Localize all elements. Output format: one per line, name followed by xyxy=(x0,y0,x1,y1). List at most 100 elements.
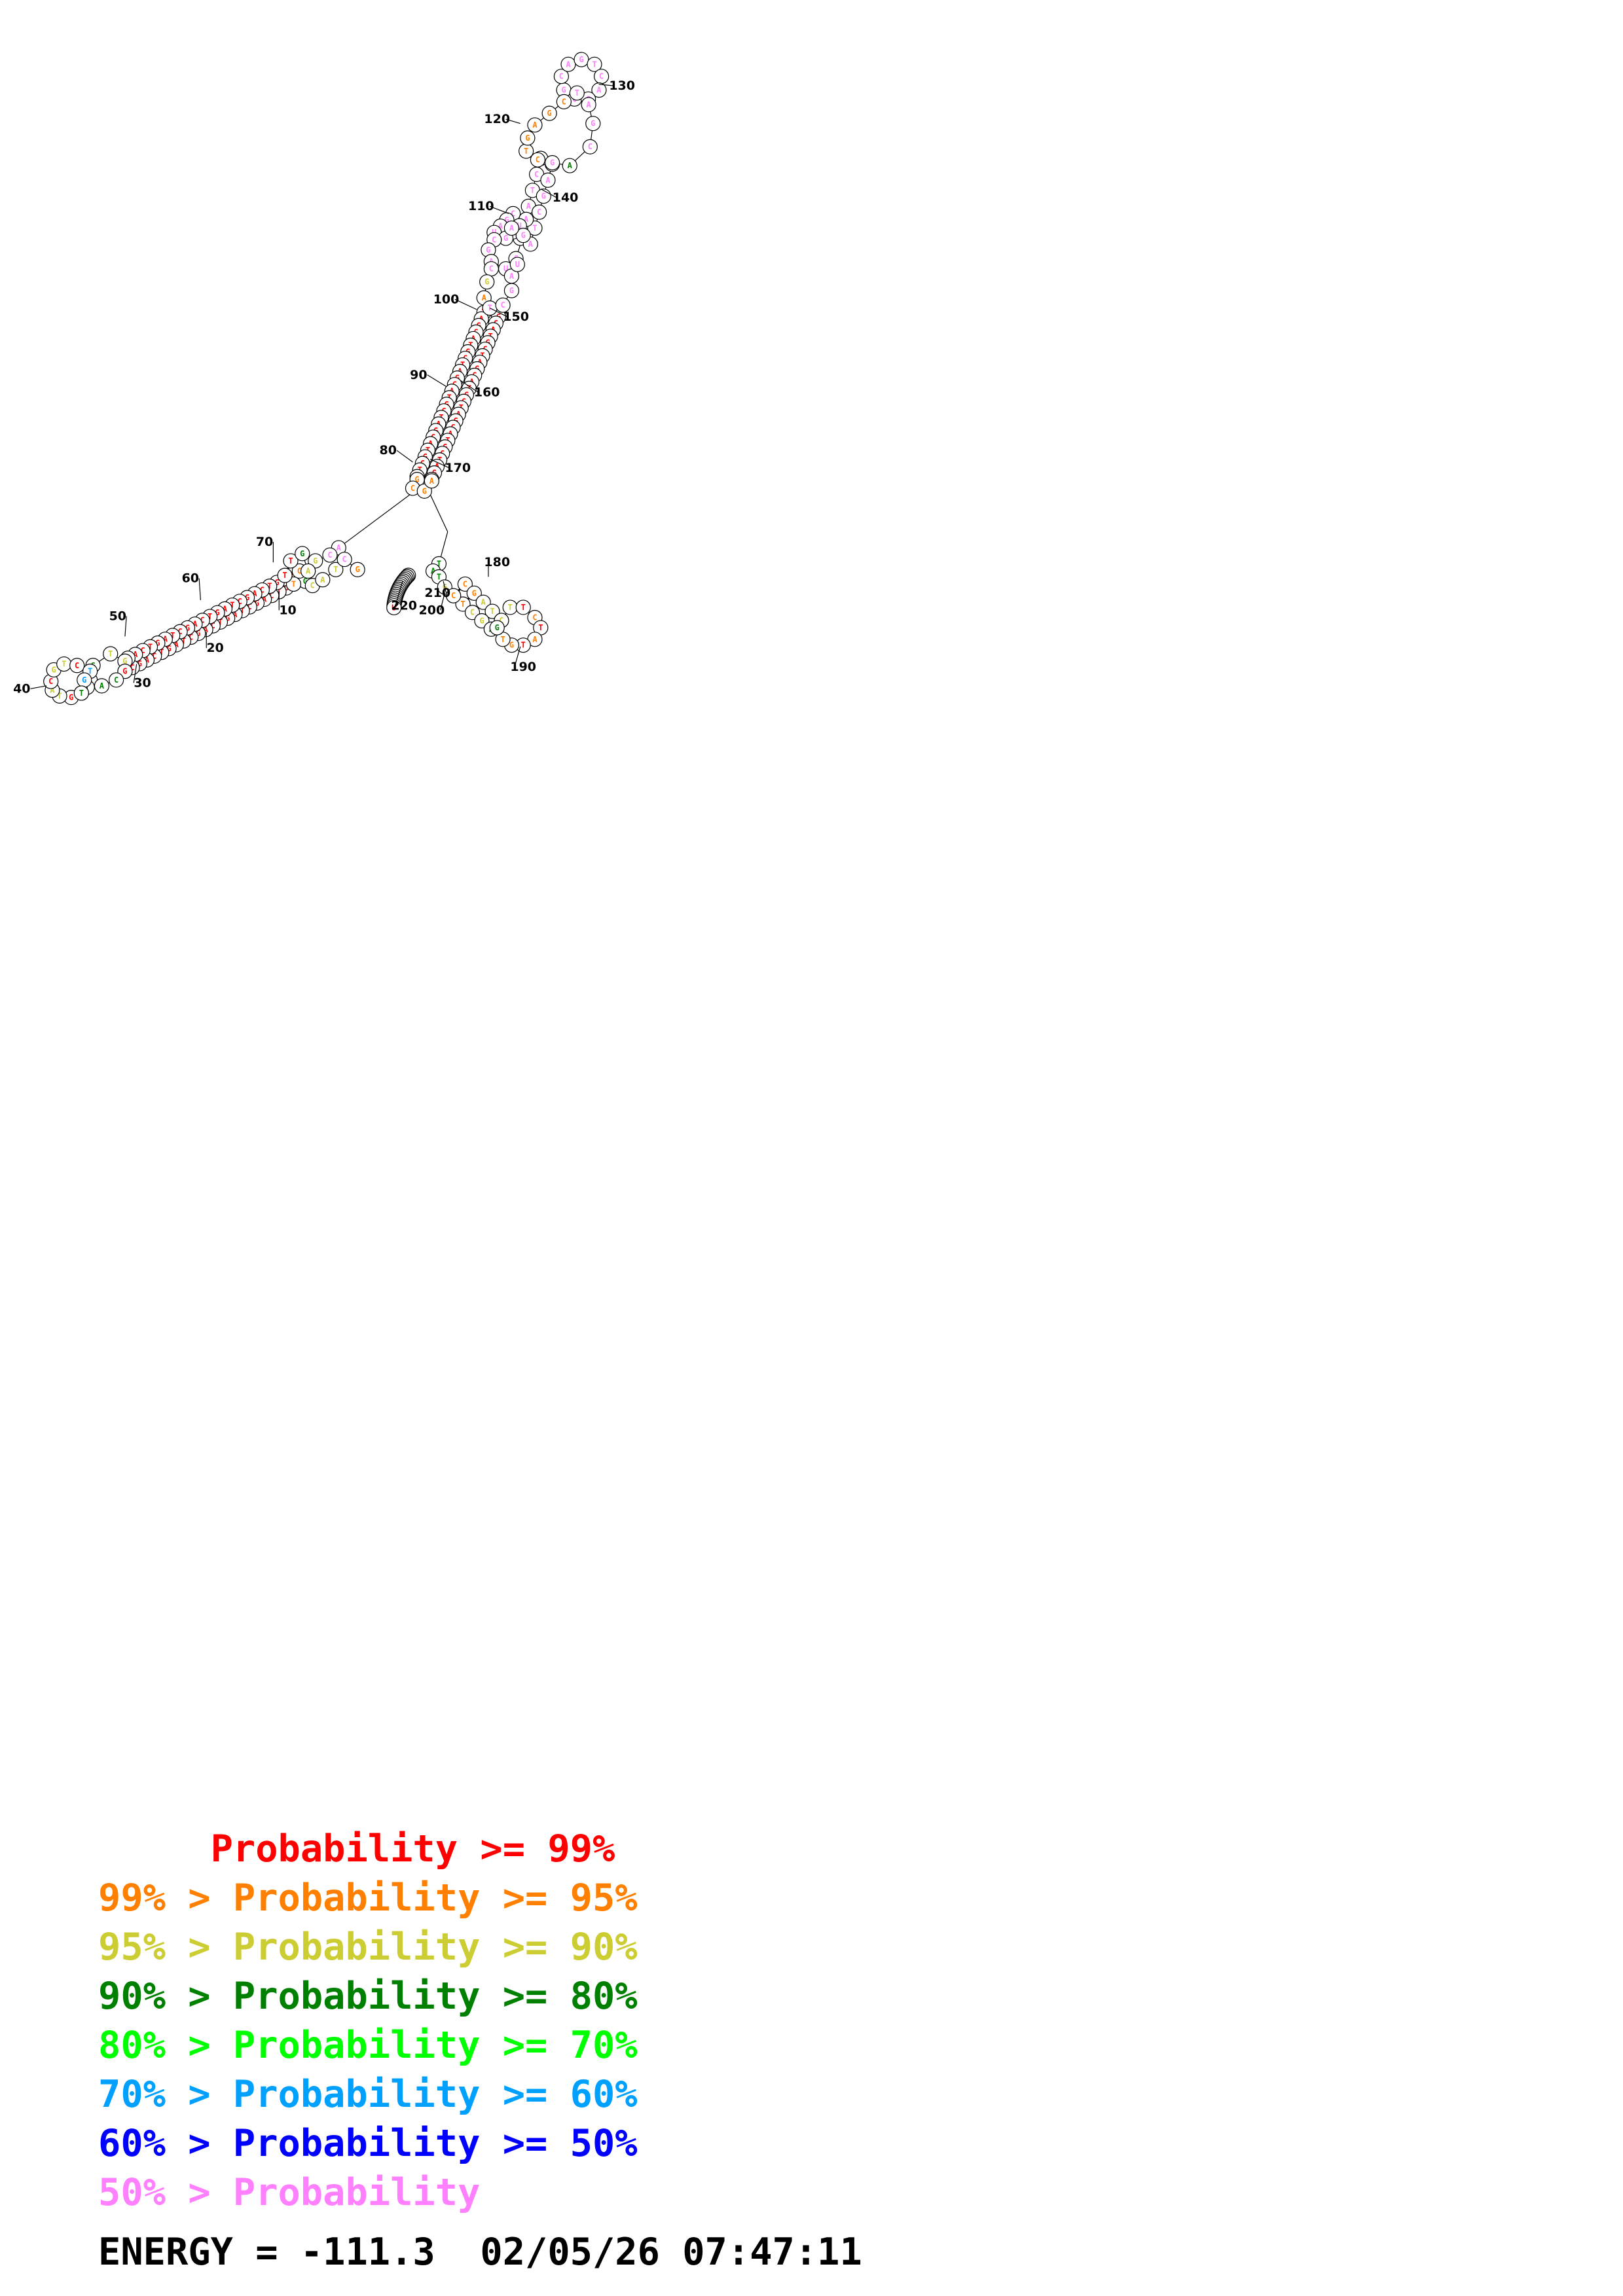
nucleotide: G xyxy=(479,274,495,290)
svg-text:T: T xyxy=(437,572,441,581)
svg-text:A: A xyxy=(566,60,571,69)
svg-text:G: G xyxy=(486,245,490,255)
svg-text:T: T xyxy=(291,579,296,588)
svg-text:T: T xyxy=(208,612,212,621)
svg-text:G: G xyxy=(255,598,259,607)
nucleotide: A xyxy=(475,594,491,610)
nucleotide: C xyxy=(582,139,598,154)
svg-text:C: C xyxy=(559,72,564,81)
svg-text:T: T xyxy=(490,607,494,616)
svg-text:T: T xyxy=(521,641,526,650)
svg-text:G: G xyxy=(356,565,360,574)
svg-text:A: A xyxy=(50,686,55,695)
svg-text:C: C xyxy=(599,72,604,81)
svg-text:A: A xyxy=(133,650,138,659)
svg-text:A: A xyxy=(192,620,198,629)
nucleotide: A xyxy=(581,97,596,113)
svg-text:T: T xyxy=(148,642,153,651)
svg-text:A: A xyxy=(431,566,436,575)
svg-text:C: C xyxy=(342,555,347,564)
svg-text:G: G xyxy=(245,593,249,602)
nucleotide: T xyxy=(533,620,549,636)
nucleotides: TGACGACTAGTCGTCATGACGACTAGTCGTCATGACGACT… xyxy=(43,52,610,706)
svg-text:C: C xyxy=(189,633,193,642)
position-tick-label: 60 xyxy=(182,571,199,586)
svg-text:G: G xyxy=(503,234,508,243)
position-tick-label: 20 xyxy=(206,641,223,655)
svg-text:C: C xyxy=(269,591,274,600)
svg-text:C: C xyxy=(463,579,467,588)
svg-text:G: G xyxy=(155,638,160,647)
position-tick-label: 170 xyxy=(445,461,471,475)
svg-text:G: G xyxy=(495,623,500,632)
nucleotide: T xyxy=(484,603,500,619)
svg-text:C: C xyxy=(327,550,332,560)
nucleotide: T xyxy=(495,632,511,647)
svg-text:C: C xyxy=(260,585,264,594)
svg-text:T: T xyxy=(79,689,84,698)
nucleotide: C xyxy=(495,297,511,313)
svg-text:A: A xyxy=(509,272,515,281)
position-tick-label: 160 xyxy=(474,385,500,399)
svg-text:C: C xyxy=(470,608,475,617)
nucleotide: C xyxy=(553,69,569,84)
svg-text:A: A xyxy=(526,202,532,211)
position-tick-label: 120 xyxy=(484,112,510,126)
svg-text:A: A xyxy=(524,215,529,224)
svg-text:A: A xyxy=(568,161,573,170)
nucleotide: C xyxy=(446,588,462,603)
svg-text:T: T xyxy=(159,648,164,657)
svg-text:C: C xyxy=(511,209,515,218)
position-tick-label: 200 xyxy=(419,603,445,617)
svg-text:A: A xyxy=(252,589,257,598)
svg-text:C: C xyxy=(152,651,156,660)
svg-text:T: T xyxy=(218,617,223,626)
probability-legend: Probability >= 99% 99% > Probability >= 9… xyxy=(98,1825,638,2217)
nucleotide: G xyxy=(503,283,520,298)
svg-text:T: T xyxy=(460,600,465,609)
nucleotide: G xyxy=(544,155,560,171)
svg-text:A: A xyxy=(100,681,105,691)
nucleotide: T xyxy=(103,646,119,662)
nucleotide: C xyxy=(322,547,338,563)
nucleotide: T xyxy=(283,553,299,569)
svg-text:G: G xyxy=(303,577,308,586)
svg-text:G: G xyxy=(415,475,420,484)
nucleotide: G xyxy=(77,672,92,688)
svg-text:T: T xyxy=(267,582,272,591)
svg-text:C: C xyxy=(310,581,315,590)
svg-text:G: G xyxy=(313,556,318,565)
svg-text:G: G xyxy=(196,629,200,638)
nucleotide: A xyxy=(315,572,331,588)
svg-text:A: A xyxy=(532,120,538,130)
svg-text:G: G xyxy=(484,278,489,287)
svg-text:A: A xyxy=(429,476,435,486)
svg-text:G: G xyxy=(509,286,514,295)
svg-text:C: C xyxy=(532,613,537,622)
svg-text:C: C xyxy=(297,566,302,575)
nucleotide: G xyxy=(574,52,589,67)
svg-text:G: G xyxy=(479,616,484,625)
svg-text:G: G xyxy=(504,215,509,224)
nucleotide: A xyxy=(591,82,607,98)
position-tick-label: 150 xyxy=(503,310,529,324)
nucleotide: T xyxy=(277,567,293,583)
nucleotide: T xyxy=(73,685,89,701)
svg-text:G: G xyxy=(69,693,73,702)
nucleotide: C xyxy=(594,69,610,84)
svg-text:G: G xyxy=(547,109,552,118)
svg-text:C: C xyxy=(562,97,566,106)
nucleotide: G xyxy=(520,130,536,146)
nucleotide: C xyxy=(405,480,421,496)
svg-text:C: C xyxy=(211,621,215,630)
energy-readout: ENERGY = -111.3 02/05/26 07:47:11 xyxy=(98,2231,862,2274)
svg-text:T: T xyxy=(108,649,113,658)
svg-text:T: T xyxy=(88,667,92,676)
svg-text:T: T xyxy=(592,60,596,69)
nucleotide: C xyxy=(109,672,124,688)
svg-text:T: T xyxy=(230,601,234,610)
svg-text:G: G xyxy=(284,583,289,592)
nucleotide: A xyxy=(301,563,316,579)
position-tick-label: 50 xyxy=(109,609,126,623)
svg-text:G: G xyxy=(521,231,526,240)
